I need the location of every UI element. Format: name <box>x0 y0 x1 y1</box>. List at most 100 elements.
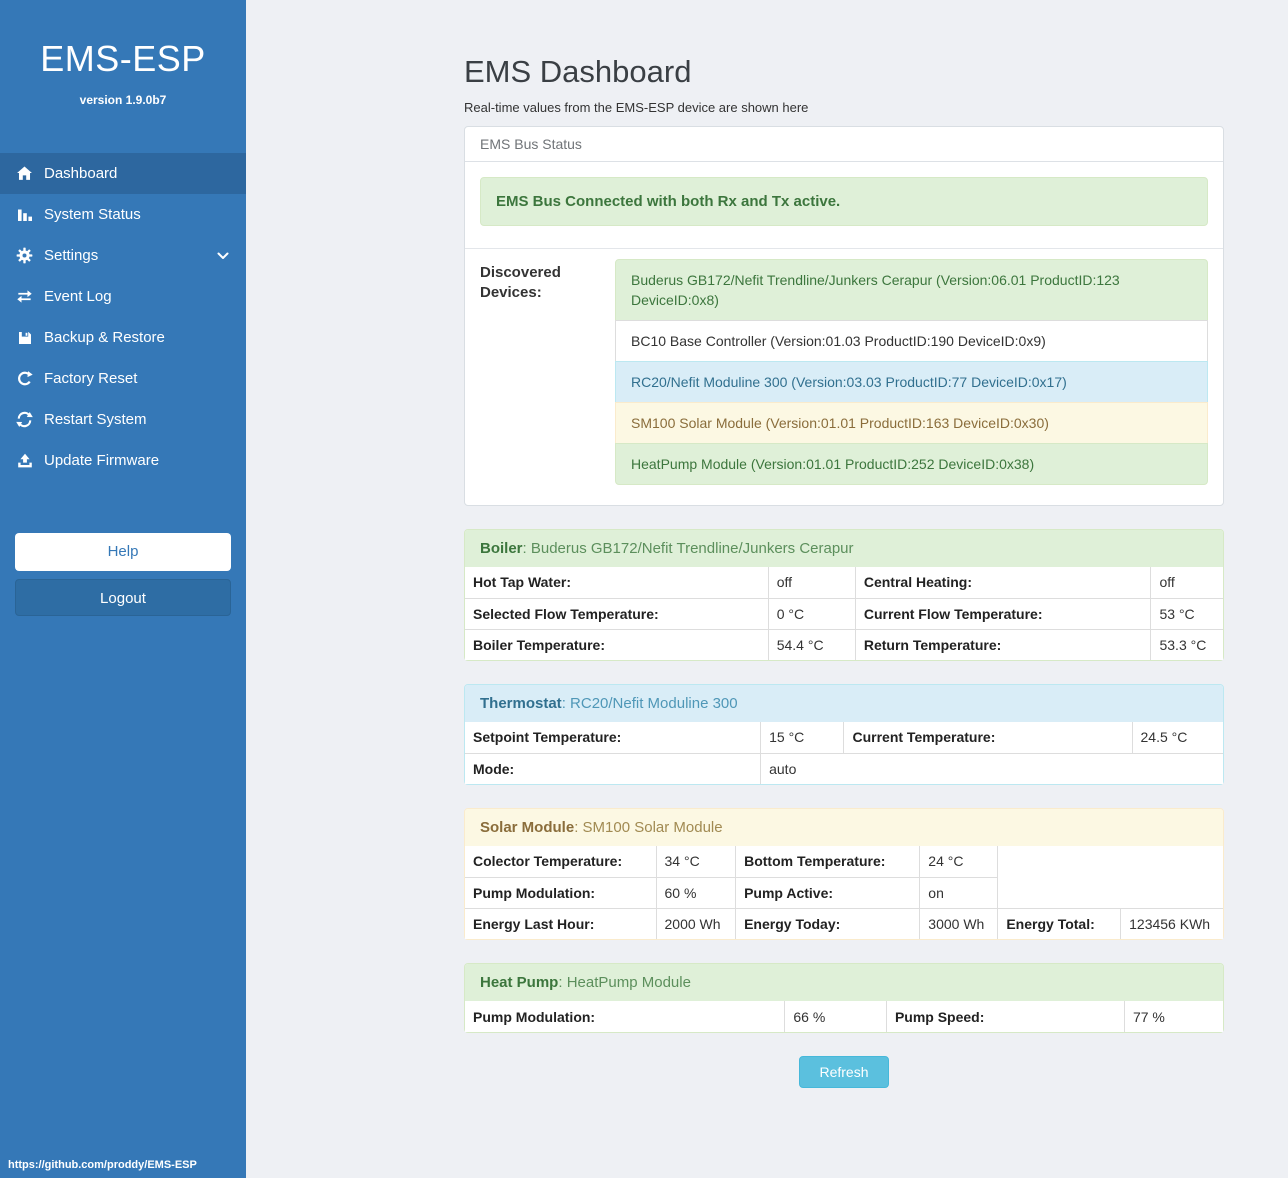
home-icon <box>14 165 35 182</box>
boiler-table: Hot Tap Water: off Central Heating: off … <box>464 566 1224 661</box>
heat-pump-section: Heat Pump: HeatPump Module Pump Modulati… <box>464 963 1224 1033</box>
sidebar-item-label: Factory Reset <box>44 370 138 387</box>
table-row: Mode: auto <box>464 752 1224 785</box>
field-value: 77 % <box>1123 1000 1224 1033</box>
field-value: 123456 KWh <box>1120 907 1224 940</box>
section-device-name: : RC20/Nefit Moduline 300 <box>561 695 738 712</box>
sidebar-item-label: Settings <box>44 247 99 264</box>
page-subtitle: Real-time values from the EMS-ESP device… <box>464 100 809 115</box>
field-value: 53.3 °C <box>1150 628 1224 661</box>
table-row: Pump Modulation: 60 % Pump Active: on <box>464 876 1223 909</box>
field-label: Bottom Temperature: <box>735 845 921 878</box>
thermostat-heading: Thermostat: RC20/Nefit Moduline 300 <box>465 685 1223 722</box>
page-title: EMS Dashboard <box>464 54 692 89</box>
section-title: Solar Module <box>480 819 575 836</box>
device-list-item: Buderus GB172/Nefit Trendline/Junkers Ce… <box>615 259 1208 321</box>
thermostat-section: Thermostat: RC20/Nefit Moduline 300 Setp… <box>464 684 1224 785</box>
app-version: version 1.9.0b7 <box>79 93 167 107</box>
device-list-item: SM100 Solar Module (Version:01.01 Produc… <box>615 402 1208 444</box>
table-row: Selected Flow Temperature: 0 °C Current … <box>464 597 1224 630</box>
sidebar-item-dashboard[interactable]: Dashboard <box>0 153 246 194</box>
sidebar-item-label: Update Firmware <box>44 452 160 469</box>
upload-icon <box>14 453 35 469</box>
sidebar: EMS-ESP version 1.9.0b7 Dashboard System… <box>0 0 246 1178</box>
field-value: 0 °C <box>767 597 856 630</box>
empty-cell <box>998 846 1223 877</box>
exchange-icon <box>14 288 35 305</box>
bus-panel-body: EMS Bus Connected with both Rx and Tx ac… <box>465 162 1223 505</box>
field-label: Boiler Temperature: <box>464 628 769 661</box>
sidebar-item-label: Dashboard <box>44 165 118 182</box>
sidebar-item-label: Event Log <box>44 288 112 305</box>
app-brand: EMS-ESP <box>40 38 206 79</box>
field-label: Energy Today: <box>735 907 921 940</box>
field-value: 34 °C <box>655 845 737 878</box>
table-row: Boiler Temperature: 54.4 °C Return Tempe… <box>464 628 1224 661</box>
section-device-name: : SM100 Solar Module <box>574 819 723 836</box>
field-label: Colector Temperature: <box>464 845 657 878</box>
section-title: Boiler <box>480 540 523 557</box>
sidebar-item-restart-system[interactable]: Restart System <box>0 399 246 440</box>
device-list-item: HeatPump Module (Version:01.01 ProductID… <box>615 443 1208 485</box>
field-value: auto <box>760 752 1224 785</box>
table-row: Colector Temperature: 34 °C Bottom Tempe… <box>464 845 1223 878</box>
bus-status-alert: EMS Bus Connected with both Rx and Tx ac… <box>480 177 1208 226</box>
field-value: 54.4 °C <box>767 628 856 661</box>
sidebar-item-system-status[interactable]: System Status <box>0 194 246 235</box>
solar-module-section: Solar Module: SM100 Solar Module Colecto… <box>464 808 1224 940</box>
sidebar-item-update-firmware[interactable]: Update Firmware <box>0 440 246 481</box>
refresh-button[interactable]: Refresh <box>799 1056 889 1088</box>
sidebar-menu: Dashboard System Status <box>0 153 246 481</box>
field-value: off <box>1150 566 1224 599</box>
field-value: 3000 Wh <box>919 907 999 940</box>
main-content: EMS Dashboard Real-time values from the … <box>464 0 1224 1088</box>
help-button[interactable]: Help <box>15 533 231 571</box>
field-label: Pump Active: <box>735 876 921 909</box>
heat-pump-heading: Heat Pump: HeatPump Module <box>465 964 1223 1001</box>
bus-panel-heading: EMS Bus Status <box>465 127 1223 162</box>
sidebar-item-event-log[interactable]: Event Log <box>0 276 246 317</box>
bar-chart-icon <box>14 207 35 223</box>
field-value: on <box>919 876 999 909</box>
discovered-devices-row: Discovered Devices: Buderus GB172/Nefit … <box>480 259 1208 485</box>
divider <box>465 248 1223 249</box>
field-value: 24.5 °C <box>1131 721 1224 754</box>
github-link[interactable]: https://github.com/proddy/EMS-ESP <box>8 1159 197 1171</box>
table-row: Pump Modulation: 66 % Pump Speed: 77 % <box>464 1000 1224 1033</box>
section-device-name: : Buderus GB172/Nefit Trendline/Junkers … <box>522 540 854 557</box>
heat-pump-table: Pump Modulation: 66 % Pump Speed: 77 % <box>464 1000 1224 1033</box>
sidebar-item-backup-restore[interactable]: Backup & Restore <box>0 317 246 358</box>
chevron-down-icon <box>217 252 229 260</box>
refresh-icon <box>14 411 35 428</box>
field-label: Pump Speed: <box>885 1000 1125 1033</box>
field-label: Selected Flow Temperature: <box>464 597 769 630</box>
field-value: 15 °C <box>760 721 845 754</box>
sidebar-item-label: Restart System <box>44 411 147 428</box>
section-device-name: : HeatPump Module <box>558 974 691 991</box>
field-value: 24 °C <box>919 845 999 878</box>
gear-icon <box>14 247 35 264</box>
sidebar-item-settings[interactable]: Settings <box>0 235 246 276</box>
field-value: 2000 Wh <box>655 907 737 940</box>
field-value: off <box>767 566 856 599</box>
logout-button[interactable]: Logout <box>15 579 231 616</box>
field-label: Mode: <box>464 752 762 785</box>
field-value: 66 % <box>784 1000 887 1033</box>
field-label: Hot Tap Water: <box>464 566 769 599</box>
device-list: Buderus GB172/Nefit Trendline/Junkers Ce… <box>615 259 1208 485</box>
ems-bus-status-panel: EMS Bus Status EMS Bus Connected with bo… <box>464 126 1224 506</box>
table-row: Energy Last Hour: 2000 Wh Energy Today: … <box>464 907 1224 940</box>
field-label: Current Temperature: <box>843 721 1133 754</box>
solar-heading: Solar Module: SM100 Solar Module <box>465 809 1223 846</box>
sidebar-item-label: Backup & Restore <box>44 329 165 346</box>
field-label: Pump Modulation: <box>464 1000 786 1033</box>
sidebar-item-factory-reset[interactable]: Factory Reset <box>0 358 246 399</box>
thermostat-table: Setpoint Temperature: 15 °C Current Temp… <box>464 721 1224 785</box>
field-label: Energy Last Hour: <box>464 907 657 940</box>
section-title: Heat Pump <box>480 974 559 991</box>
floppy-save-icon <box>14 330 35 346</box>
rotate-right-icon <box>14 370 35 387</box>
field-label: Current Flow Temperature: <box>854 597 1152 630</box>
empty-cell <box>998 877 1223 908</box>
boiler-section: Boiler: Buderus GB172/Nefit Trendline/Ju… <box>464 529 1224 661</box>
